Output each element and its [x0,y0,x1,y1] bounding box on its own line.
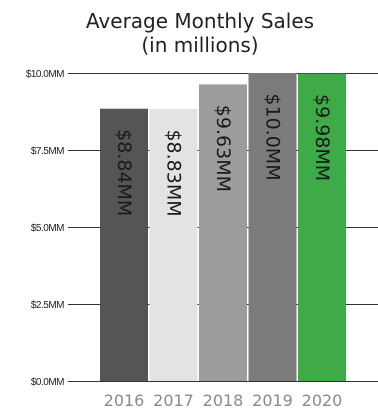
x-tick-label: 2019 [252,391,293,410]
y-axis-ticks: $0.0MM $2.5MM $5.0MM $7.5MM $10.0MM [26,69,65,388]
chart-title: Average Monthly Sales [86,9,314,33]
bar-data-label: $8.84MM [113,129,135,216]
bar-data-label: $9.63MM [212,105,234,192]
y-tick-label: $10.0MM [26,69,64,80]
bar-2020 [298,73,346,381]
x-axis-ticks: 2016 2017 2018 2019 2020 [104,391,343,410]
chart-subtitle: (in millions) [141,33,258,57]
x-tick-label: 2016 [104,391,145,410]
y-tick-label: $0.0MM [31,377,64,388]
x-tick-label: 2017 [153,391,194,410]
bars [100,73,346,381]
bar-2019 [248,73,297,381]
bar-2017 [149,109,198,381]
y-tick-label: $5.0MM [31,223,64,234]
x-tick-label: 2020 [302,391,343,410]
bar-data-label: $10.0MM [262,93,284,180]
bar-data-labels: $8.84MM $8.83MM $9.63MM $10.0MM $9.98MM [113,93,333,216]
bar-data-label: $9.98MM [311,94,333,181]
y-tick-label: $7.5MM [31,146,64,157]
bar-2018 [199,84,247,381]
x-tick-label: 2018 [203,391,244,410]
bar-2016 [100,108,148,381]
bar-data-label: $8.83MM [163,129,185,216]
y-tick-label: $2.5MM [31,300,64,311]
